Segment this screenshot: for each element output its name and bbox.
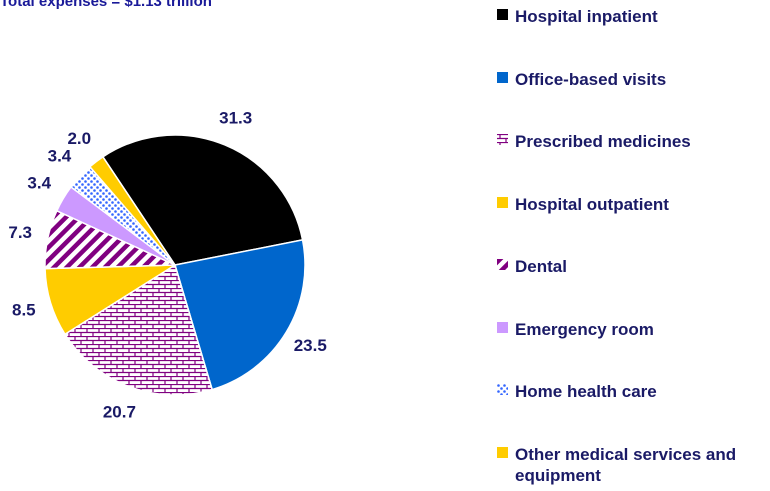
data-label: 2.0	[67, 129, 91, 148]
data-label: 3.4	[48, 147, 72, 166]
legend-label: Office-based visits	[515, 69, 667, 89]
legend-swatch	[497, 9, 508, 20]
chart-title: Total expenses = $1.13 trillion	[0, 0, 212, 10]
chart: Total expenses = $1.13 trillion 31.3 23.5…	[0, 0, 327, 421]
swatch	[497, 134, 508, 145]
legend-swatch	[497, 446, 508, 458]
pie-slice	[174, 239, 306, 391]
swatch	[497, 196, 508, 208]
legend-swatch	[497, 196, 508, 208]
legend-item: Hospital inpatient	[497, 6, 750, 27]
swatch	[497, 446, 508, 458]
legend-label: Dental	[515, 257, 567, 276]
legend-label: Hospital outpatient	[515, 194, 669, 214]
legend-swatch	[497, 71, 508, 83]
legend-swatch	[497, 321, 508, 333]
legend-item: Dental	[497, 256, 750, 277]
legend-item: Home health care	[497, 381, 750, 402]
data-label: 20.7	[103, 402, 136, 421]
legend-item: Other medical services and equipment	[497, 444, 750, 486]
data-label: 23.5	[294, 336, 327, 355]
legend-label: Hospital inpatient	[515, 7, 658, 26]
data-label: 7.3	[8, 223, 32, 242]
legend-item: Office-based visits	[497, 69, 750, 90]
legend-item: Emergency room	[497, 319, 750, 340]
pie-slice	[63, 263, 214, 396]
swatch	[497, 259, 508, 270]
swatch	[497, 9, 508, 20]
swatch	[497, 321, 508, 333]
legend-item: Hospital outpatient	[497, 194, 750, 215]
legend-label: Other medical services and equipment	[515, 444, 737, 485]
pie-slice	[101, 134, 304, 266]
legend-swatch	[497, 259, 508, 270]
data-label: 3.4	[27, 174, 51, 193]
legend-swatch	[497, 134, 508, 145]
pie-slice	[88, 155, 176, 266]
swatch	[497, 71, 508, 83]
data-label: 31.3	[219, 109, 252, 128]
legend: Hospital inpatient Office-based visits Pre…	[497, 0, 770, 491]
legend-swatch	[497, 384, 508, 395]
legend-item: Prescribed medicines	[497, 131, 750, 152]
data-label: 8.5	[12, 300, 36, 319]
swatch	[497, 384, 508, 395]
legend-label: Home health care	[515, 382, 657, 401]
legend-label: Emergency room	[515, 319, 654, 339]
legend-label: Prescribed medicines	[515, 132, 691, 151]
